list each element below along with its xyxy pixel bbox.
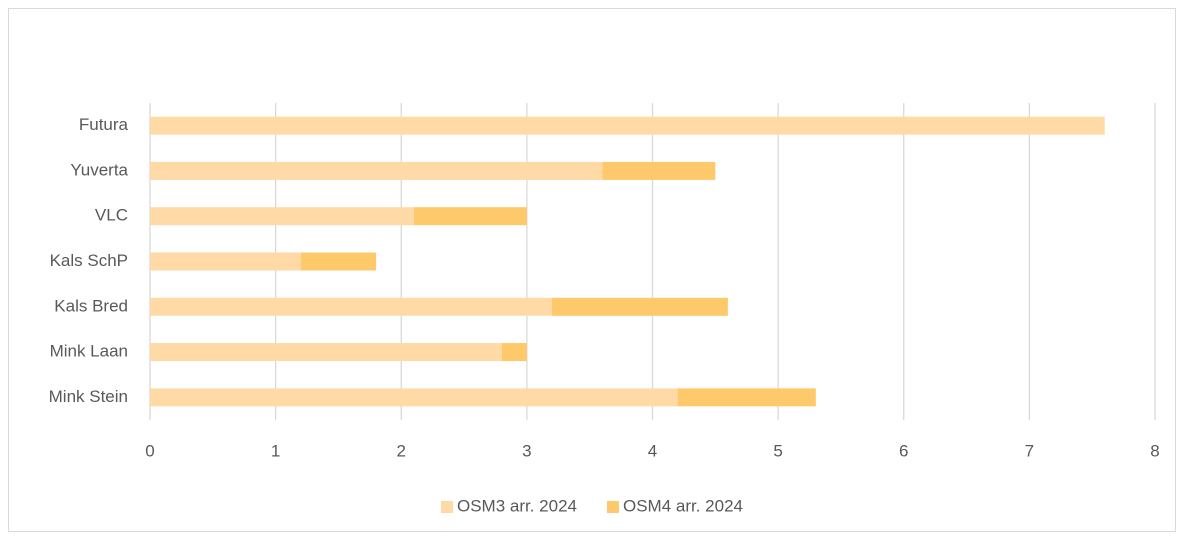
- bar-segment: [150, 388, 678, 407]
- y-tick-label: VLC: [95, 206, 128, 225]
- x-tick-label: 6: [899, 441, 908, 460]
- bar-segment: [150, 161, 603, 180]
- x-tick-label: 0: [145, 441, 154, 460]
- legend-swatch: [440, 501, 453, 513]
- y-tick-label: Kals SchP: [50, 251, 128, 270]
- y-tick-label: Futura: [79, 115, 129, 134]
- y-tick-label: Kals Bred: [54, 296, 128, 315]
- x-tick-label: 7: [1025, 441, 1034, 460]
- x-tick-label: 8: [1150, 441, 1159, 460]
- y-tick-label: Mink Laan: [50, 342, 128, 361]
- bar-segment: [300, 252, 377, 271]
- bar-segment: [501, 343, 527, 362]
- y-tick-label: Yuverta: [70, 160, 128, 179]
- bar-segment: [552, 297, 728, 316]
- bar-segment: [150, 116, 1105, 135]
- bar-segment: [677, 388, 816, 407]
- x-tick-label: 3: [522, 441, 531, 460]
- x-tick-label: 5: [773, 441, 782, 460]
- bar-segment: [150, 343, 502, 362]
- legend-label: OSM4 arr. 2024: [623, 496, 743, 515]
- legend-label: OSM3 arr. 2024: [457, 496, 577, 515]
- y-tick-label: Mink Stein: [49, 387, 128, 406]
- bar-segment: [150, 252, 301, 271]
- bar-segment: [150, 207, 414, 226]
- x-tick-label: 4: [648, 441, 657, 460]
- bar-segment: [602, 161, 716, 180]
- x-tick-label: 2: [397, 441, 406, 460]
- legend-swatch: [607, 501, 619, 513]
- bar-segment: [150, 297, 552, 316]
- bar-segment: [413, 207, 527, 226]
- x-tick-label: 1: [271, 441, 280, 460]
